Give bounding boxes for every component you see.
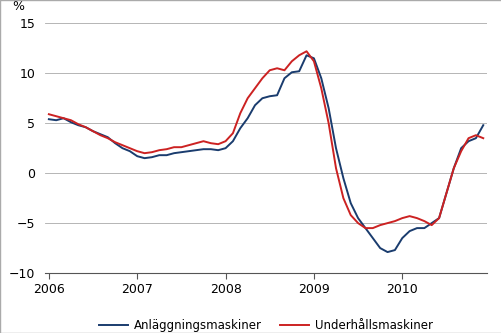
Underhållsmaskiner bbox=[46, 112, 52, 116]
Underhållsmaskiner bbox=[479, 136, 485, 140]
Anläggningsmaskiner bbox=[185, 149, 191, 153]
Anläggningsmaskiner bbox=[119, 146, 125, 150]
Anläggningsmaskiner bbox=[479, 123, 485, 127]
Line: Underhållsmaskiner: Underhållsmaskiner bbox=[49, 51, 482, 228]
Underhållsmaskiner bbox=[156, 148, 162, 152]
Underhållsmaskiner bbox=[362, 226, 368, 230]
Y-axis label: %: % bbox=[13, 0, 25, 13]
Underhållsmaskiner bbox=[325, 121, 331, 125]
Anläggningsmaskiner bbox=[193, 148, 199, 152]
Underhållsmaskiner bbox=[185, 143, 191, 147]
Anläggningsmaskiner bbox=[46, 117, 52, 121]
Anläggningsmaskiner bbox=[156, 153, 162, 157]
Anläggningsmaskiner bbox=[303, 53, 309, 57]
Underhållsmaskiner bbox=[119, 143, 125, 147]
Anläggningsmaskiner bbox=[171, 151, 177, 155]
Underhållsmaskiner bbox=[171, 145, 177, 149]
Legend: Anläggningsmaskiner, Underhållsmaskiner: Anläggningsmaskiner, Underhållsmaskiner bbox=[94, 315, 437, 333]
Underhållsmaskiner bbox=[193, 141, 199, 145]
Line: Anläggningsmaskiner: Anläggningsmaskiner bbox=[49, 55, 482, 252]
Anläggningsmaskiner bbox=[325, 106, 331, 110]
Underhållsmaskiner bbox=[303, 49, 309, 53]
Anläggningsmaskiner bbox=[384, 250, 390, 254]
